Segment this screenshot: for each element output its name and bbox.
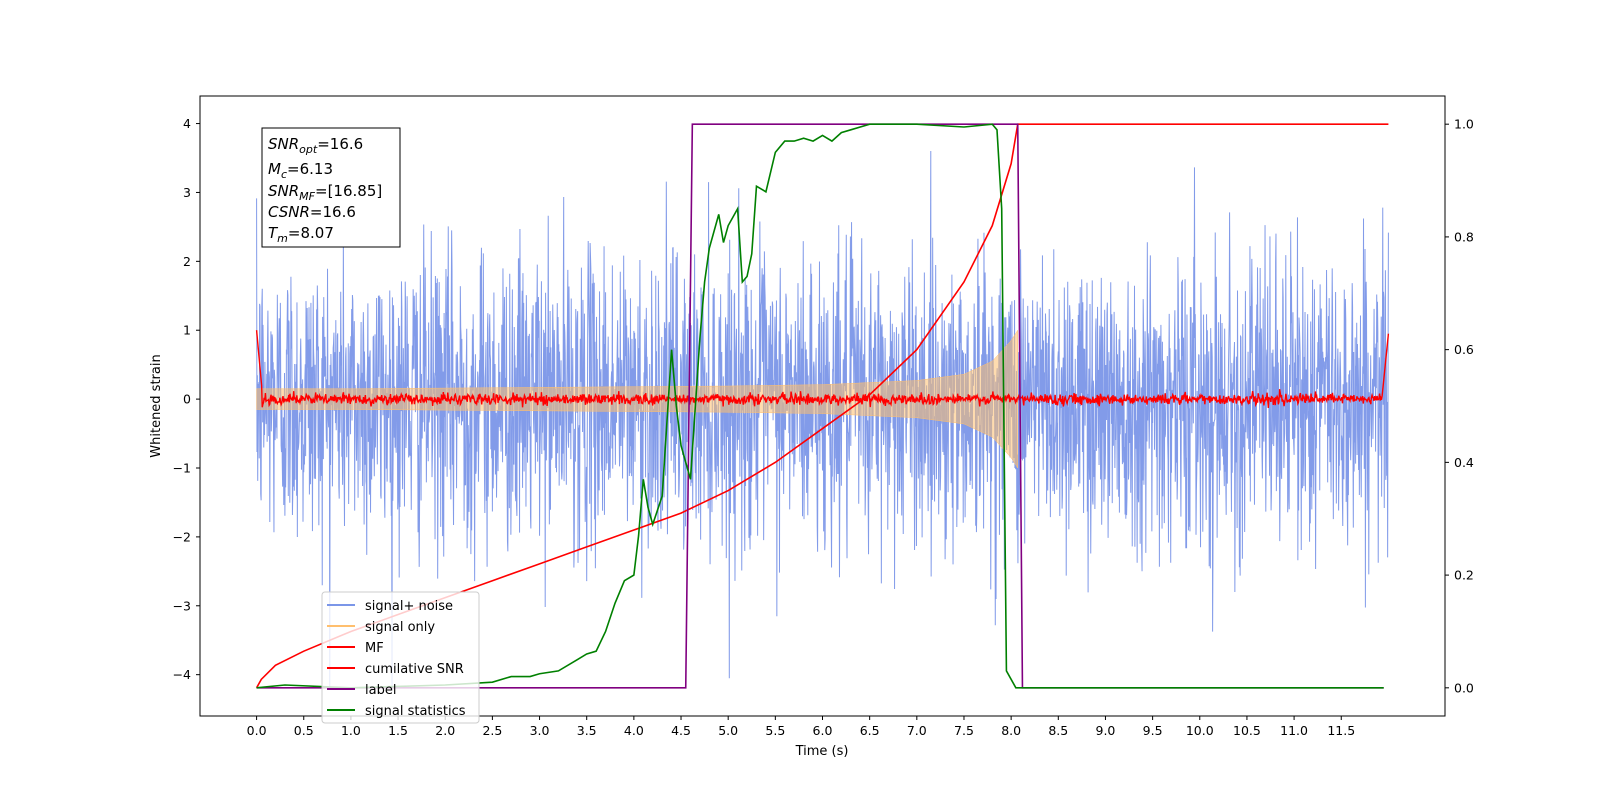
legend-frame bbox=[321, 591, 480, 724]
x-tick-label: 4.0 bbox=[624, 723, 644, 738]
x-axis-label: Time (s) bbox=[795, 744, 849, 759]
stats-box: SNRopt=16.6 Mc=6.13 SNRMF=[16.85] CSNR=1… bbox=[261, 127, 401, 248]
x-tick-label: 2.5 bbox=[482, 723, 502, 738]
signal-noise-line bbox=[256, 150, 1389, 689]
x-tick-label: 6.0 bbox=[813, 723, 833, 738]
y-tick-label: 4 bbox=[183, 116, 191, 131]
legend-label-label: label bbox=[365, 683, 396, 698]
y-tick-label: 3 bbox=[183, 185, 191, 200]
x-tick-label: 6.5 bbox=[860, 723, 880, 738]
y2-tick-label: 0.4 bbox=[1454, 455, 1474, 470]
x-tick-label: 3.5 bbox=[577, 723, 597, 738]
y-axis-label: Whitened strain bbox=[149, 354, 164, 457]
stats-csnr: CSNR=16.6 bbox=[268, 203, 356, 221]
x-tick-label: 1.5 bbox=[388, 723, 408, 738]
x-tick-label: 7.0 bbox=[907, 723, 927, 738]
x-tick-label: 0.5 bbox=[294, 723, 314, 738]
x-tick-label: 0.0 bbox=[247, 723, 267, 738]
y2-tick-label: 0.8 bbox=[1454, 229, 1474, 244]
x-tick-label: 5.5 bbox=[765, 723, 785, 738]
stats-mc: Mc=6.13 bbox=[268, 160, 333, 181]
y-tick-label: 0 bbox=[183, 392, 191, 407]
y-tick-label: −1 bbox=[173, 461, 191, 476]
x-tick-label: 8.5 bbox=[1048, 723, 1068, 738]
y-tick-label: −2 bbox=[173, 529, 191, 544]
x-tick-label: 3.0 bbox=[530, 723, 550, 738]
y-tick-label: −4 bbox=[173, 667, 191, 682]
y-tick-label: 2 bbox=[183, 254, 191, 269]
stats-snr-opt: SNRopt=16.6 bbox=[268, 135, 363, 156]
x-tick-label: 7.5 bbox=[954, 723, 974, 738]
x-tick-label: 9.5 bbox=[1143, 723, 1163, 738]
x-tick-label: 4.5 bbox=[671, 723, 691, 738]
mf-line bbox=[255, 330, 1390, 409]
y2-tick-label: 0.0 bbox=[1454, 680, 1474, 695]
legend-label-signal-noise: signal+ noise bbox=[365, 599, 453, 614]
signal-statistics-line bbox=[256, 123, 1384, 689]
x-tick-label: 11.5 bbox=[1327, 723, 1355, 738]
y-tick-label: 1 bbox=[183, 323, 191, 338]
x-tick-label: 2.0 bbox=[435, 723, 455, 738]
legend: signal+ noise signal only MF cumilative … bbox=[321, 591, 480, 724]
legend-label-signal-statistics: signal statistics bbox=[365, 704, 466, 719]
x-tick-label: 1.0 bbox=[341, 723, 361, 738]
stats-box-frame bbox=[261, 127, 401, 248]
x-tick-label: 8.0 bbox=[1001, 723, 1021, 738]
y2-tick-label: 1.0 bbox=[1454, 117, 1474, 132]
x-tick-label: 10.5 bbox=[1233, 723, 1261, 738]
x-tick-label: 9.0 bbox=[1096, 723, 1116, 738]
y2-tick-label: 0.6 bbox=[1454, 342, 1474, 357]
legend-label-signal-only: signal only bbox=[365, 620, 435, 635]
legend-label-cumulative-snr: cumilative SNR bbox=[365, 662, 464, 677]
stats-tm: Tm=8.07 bbox=[268, 224, 334, 245]
legend-label-mf: MF bbox=[365, 641, 384, 656]
x-tick-label: 11.0 bbox=[1280, 723, 1308, 738]
x-tick-label: 5.0 bbox=[718, 723, 738, 738]
stats-snr-mf: SNRMF=[16.85] bbox=[268, 182, 382, 203]
y2-tick-label: 0.2 bbox=[1454, 568, 1474, 583]
y-tick-label: −3 bbox=[173, 598, 191, 613]
axes: 0.0 0.5 1.0 1.5 2.0 2.5 3.0 3.5 4.0 4.5 5.0 5.5 6.0 6… bbox=[173, 116, 1474, 738]
x-tick-label: 10.0 bbox=[1186, 723, 1214, 738]
